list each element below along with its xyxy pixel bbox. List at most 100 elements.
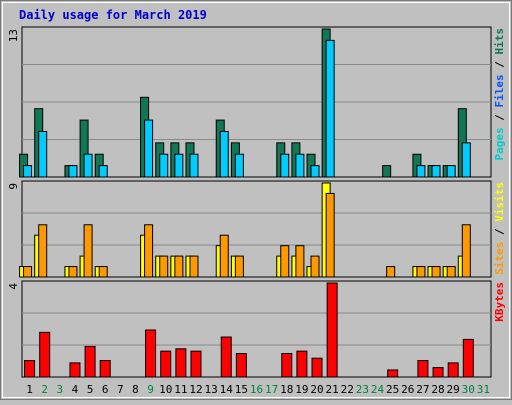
bar-files-day-29 [446,165,456,178]
bar-kbytes-day-30 [462,338,474,378]
bar-files-day-27 [416,165,426,178]
x-tick-label-30: 30 [462,383,475,396]
x-tick-label-14: 14 [220,383,234,396]
panel-2-legend: Sites / Visits [493,182,506,275]
x-tick-label-3: 3 [57,383,64,396]
bar-files-day-9 [144,119,154,178]
legend-item: / [493,55,506,75]
panel-2-frame [21,180,492,278]
bar-files-day-5 [83,153,93,178]
bar-sites-day-29 [446,266,456,278]
bar-kbytes-day-25 [387,369,399,378]
bar-files-day-4 [68,165,78,178]
bar-kbytes-day-29 [447,362,459,378]
bar-files-day-18 [280,153,290,178]
bar-sites-day-30 [461,224,471,278]
panel-3-max-label: 4 [7,283,20,290]
bar-files-day-11 [174,153,184,178]
bar-sites-day-28 [431,266,441,278]
panel-2-max-label: 9 [7,183,20,190]
x-tick-label-10: 10 [159,383,172,396]
x-tick-label-18: 18 [280,383,293,396]
x-tick-label-21: 21 [326,383,339,396]
bar-sites-day-14 [219,234,229,278]
bar-kbytes-day-28 [432,367,444,378]
x-tick-label-15: 15 [235,383,248,396]
bar-files-day-6 [98,165,108,178]
bar-sites-day-9 [144,224,154,278]
bar-files-day-1 [23,165,33,178]
legend-item: Sites [493,242,506,275]
bar-kbytes-day-14 [220,336,232,378]
bar-sites-day-4 [68,266,78,278]
x-tick-label-8: 8 [132,383,139,396]
x-tick-label-4: 4 [72,383,79,396]
x-tick-label-11: 11 [174,383,187,396]
bar-files-day-15 [234,153,244,178]
bar-sites-day-15 [234,255,244,278]
bar-hits-day-25 [382,165,392,178]
bar-sites-day-6 [98,266,108,278]
bar-files-day-2 [38,130,48,178]
bar-sites-day-20 [310,255,320,278]
bar-kbytes-day-20 [311,357,323,378]
bar-kbytes-day-27 [417,360,429,378]
x-tick-label-23: 23 [356,383,369,396]
x-tick-label-6: 6 [102,383,109,396]
bar-kbytes-day-5 [84,345,96,378]
legend-item: Hits [493,28,506,55]
bar-files-day-20 [310,165,320,178]
bar-sites-day-25 [386,266,396,278]
legend-item: KBytes [493,282,506,322]
bar-files-day-14 [219,130,229,178]
bar-kbytes-day-9 [145,329,157,378]
x-tick-label-26: 26 [401,383,414,396]
bar-sites-day-19 [295,245,305,278]
bar-kbytes-day-19 [296,350,308,378]
bar-sites-day-11 [174,255,184,278]
bar-files-day-10 [159,153,169,178]
bar-kbytes-day-1 [24,360,36,378]
x-tick-label-20: 20 [310,383,323,396]
x-tick-label-17: 17 [265,383,278,396]
bar-files-day-28 [431,165,441,178]
bar-sites-day-12 [189,255,199,278]
bar-files-day-21 [325,39,335,178]
bar-kbytes-day-6 [99,360,111,378]
bar-sites-day-18 [280,245,290,278]
panel-1-max-label: 13 [7,29,20,42]
x-tick-label-5: 5 [87,383,94,396]
x-tick-label-25: 25 [386,383,399,396]
chart-inner-frame [2,2,510,398]
x-tick-label-16: 16 [250,383,263,396]
legend-item: / [493,108,506,128]
x-tick-label-9: 9 [147,383,154,396]
bar-sites-day-5 [83,224,93,278]
legend-item: Files [493,74,506,107]
x-tick-label-1: 1 [26,383,33,396]
x-tick-label-12: 12 [189,383,202,396]
legend-item: Visits [493,182,506,222]
legend-item: Pages [493,127,506,160]
panel-1-legend: Pages / Files / Hits [493,28,506,161]
bar-kbytes-day-21 [326,282,338,378]
bar-sites-day-1 [23,266,33,278]
bar-sites-day-10 [159,255,169,278]
chart-title: Daily usage for March 2019 [19,8,207,22]
x-tick-label-22: 22 [341,383,354,396]
bar-sites-day-21 [325,192,335,278]
x-tick-label-19: 19 [295,383,308,396]
x-tick-label-31: 31 [477,383,490,396]
x-tick-label-13: 13 [204,383,217,396]
x-tick-label-7: 7 [117,383,124,396]
bar-files-day-12 [189,153,199,178]
x-tick-label-2: 2 [41,383,48,396]
x-tick-label-27: 27 [416,383,429,396]
bar-kbytes-day-12 [190,350,202,378]
bar-kbytes-day-11 [175,348,187,378]
bar-kbytes-day-18 [281,353,293,378]
bar-files-day-19 [295,153,305,178]
x-tick-label-28: 28 [431,383,444,396]
